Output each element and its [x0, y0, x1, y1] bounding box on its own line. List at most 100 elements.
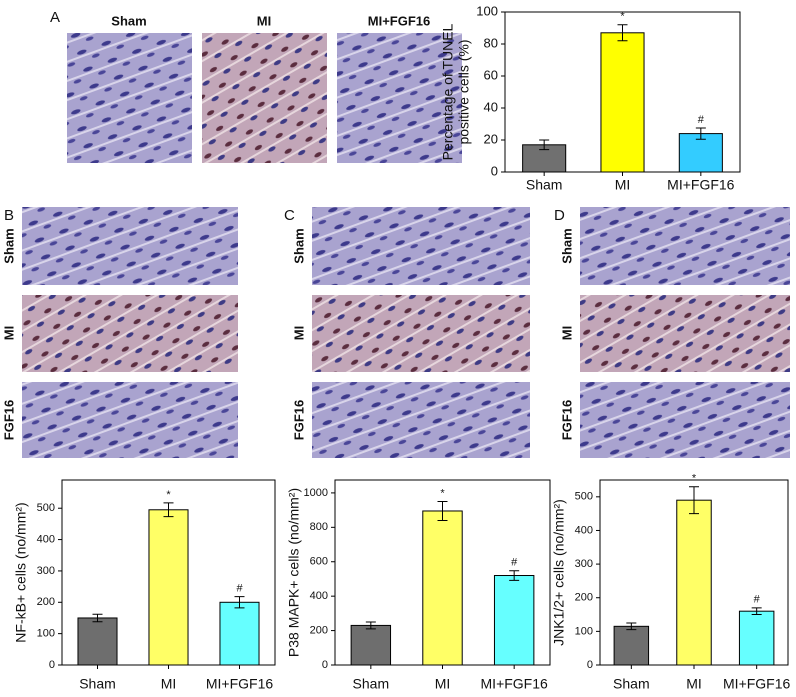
y-tick-label: 400: [310, 590, 328, 602]
x-tick-label: MI: [161, 676, 177, 692]
y-tick-label: 600: [310, 556, 328, 568]
y-tick-label: 300: [575, 558, 593, 570]
error-bar: [234, 596, 245, 609]
image-label: MI: [257, 13, 271, 28]
y-tick-label: 80: [484, 35, 498, 50]
panel-label: C: [284, 207, 295, 224]
y-axis-label: Percentage of TUNEL: [440, 23, 456, 160]
y-tick-label: 1000: [304, 487, 328, 499]
x-tick-label: MI: [615, 177, 631, 193]
y-tick-label: 100: [476, 3, 498, 18]
y-axis-label: P38 MAPK+ cells (no/mm²): [286, 488, 302, 657]
significance-mark: *: [166, 489, 171, 501]
error-bar: [509, 570, 520, 581]
bar: [676, 499, 712, 666]
micrograph: [337, 33, 462, 163]
error-bar: [695, 127, 706, 140]
y-tick-label: 800: [310, 521, 328, 533]
y-tick-label: 100: [575, 625, 593, 637]
panel-label: D: [554, 207, 565, 224]
x-tick-label: MI+FGF16: [481, 676, 549, 692]
row-label: Sham: [291, 228, 306, 263]
micrograph: [312, 295, 530, 372]
micrograph: [67, 33, 192, 163]
y-tick-label: 200: [310, 624, 328, 636]
bar: [219, 601, 260, 666]
y-tick-label: 60: [484, 67, 498, 82]
y-tick-label: 0: [491, 163, 498, 178]
x-tick-label: Sham: [526, 177, 563, 193]
x-tick-label: MI+FGF16: [667, 177, 735, 193]
row-label: FGF16: [291, 400, 306, 440]
significance-mark: #: [236, 583, 243, 595]
y-axis-label: positive cells (%): [456, 39, 472, 144]
y-tick-label: 0: [587, 659, 593, 671]
error-bar: [437, 501, 448, 521]
micrograph: [312, 207, 530, 285]
bar: [600, 32, 645, 173]
y-tick-label: 400: [575, 524, 593, 536]
significance-mark: *: [440, 487, 445, 499]
micrograph: [22, 382, 238, 458]
micrograph: [312, 382, 530, 458]
x-tick-label: MI+FGF16: [723, 676, 791, 692]
row-label: MI: [1, 326, 16, 340]
image-label: MI+FGF16: [368, 13, 431, 28]
error-bar: [689, 486, 699, 515]
y-tick-label: 0: [322, 659, 328, 671]
row-label: Sham: [1, 228, 16, 263]
plot-frame: [334, 479, 551, 666]
row-label: FGF16: [559, 400, 574, 440]
x-tick-label: MI: [686, 676, 702, 692]
row-label: Sham: [559, 228, 574, 263]
y-tick-label: 500: [575, 491, 593, 503]
bar: [493, 575, 535, 666]
significance-mark: *: [692, 473, 697, 485]
bar: [148, 509, 189, 666]
x-tick-label: Sham: [79, 676, 116, 692]
plot-frame: [599, 479, 789, 666]
y-tick-label: 200: [575, 592, 593, 604]
micrograph: [202, 33, 327, 163]
bar: [422, 510, 463, 666]
plot-frame: [61, 479, 276, 666]
significance-mark: #: [511, 557, 518, 569]
y-tick-label: 500: [37, 502, 55, 514]
bar: [613, 625, 650, 666]
y-tick-label: 100: [37, 628, 55, 640]
panel-label: A: [50, 9, 60, 26]
y-axis-label: NF-kB+ cells (no/mm²): [13, 502, 29, 642]
significance-mark: *: [620, 11, 625, 23]
y-tick-label: 40: [484, 99, 498, 114]
plot-frame: [504, 11, 741, 173]
significance-mark: #: [698, 114, 705, 126]
micrographs: [22, 33, 790, 458]
error-bar: [617, 24, 628, 42]
micrograph: [580, 382, 790, 458]
error-bar: [92, 613, 103, 623]
bar: [678, 133, 723, 173]
error-bar: [163, 502, 174, 518]
row-label: MI: [559, 326, 574, 340]
micrograph: [580, 207, 790, 285]
significance-mark: #: [754, 594, 761, 606]
x-tick-label: MI: [435, 676, 451, 692]
x-tick-label: MI+FGF16: [206, 676, 274, 692]
row-label: FGF16: [1, 400, 16, 440]
y-tick-label: 200: [37, 596, 55, 608]
micrograph: [580, 295, 790, 372]
error-bar: [539, 139, 550, 151]
y-axis-label: JNK1/2+ cells (no/mm²): [551, 499, 567, 646]
error-bar: [626, 622, 637, 631]
micrograph: [22, 295, 238, 372]
y-tick-label: 400: [37, 533, 55, 545]
bar: [350, 624, 392, 666]
x-tick-label: Sham: [613, 676, 650, 692]
image-label: Sham: [111, 13, 146, 28]
row-label: MI: [291, 326, 306, 340]
bar: [77, 617, 118, 666]
error-bar: [751, 607, 762, 616]
y-tick-label: 20: [484, 131, 498, 146]
bar: [738, 610, 775, 666]
